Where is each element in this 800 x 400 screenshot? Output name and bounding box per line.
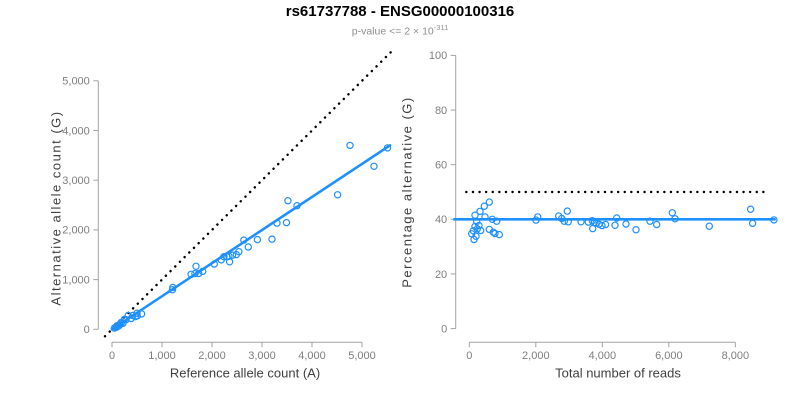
data-point (235, 247, 243, 256)
y-tick-label: 2,000 (62, 225, 90, 237)
data-point (646, 217, 654, 225)
x-tick-label: 1,000 (148, 350, 176, 362)
x-tick-label: 3,000 (248, 350, 276, 362)
x-tick-label: 0 (109, 350, 115, 362)
data-point (122, 316, 130, 324)
data-point (671, 215, 679, 223)
points-group (110, 141, 392, 332)
data-point (187, 270, 195, 278)
points-group (468, 198, 778, 244)
data-point (191, 269, 199, 278)
data-point (253, 235, 262, 244)
data-point (601, 220, 610, 229)
y-tick-label: 20 (435, 269, 447, 281)
y-tick-label: 0 (441, 323, 447, 335)
x-tick-label: 0 (466, 350, 472, 362)
data-point (476, 207, 484, 216)
pvalue-text: p-value <= 2 × 10 (351, 25, 434, 38)
left-y-axis-label: Alternative allele count (G) (48, 110, 64, 306)
y-tick-label: 0 (84, 324, 90, 336)
data-point (495, 230, 503, 239)
x-tick-label: 2,000 (198, 350, 226, 362)
data-point (133, 312, 141, 320)
data-point (489, 228, 497, 236)
y-tick-label: 60 (435, 159, 447, 171)
percentage-alternative-panel: 0 2,000 4,000 6,000 8,000 0 20 40 60 80 100 (429, 50, 778, 362)
data-point (622, 220, 630, 228)
data-point (488, 215, 496, 223)
data-point (485, 198, 493, 206)
data-point (668, 209, 677, 217)
data-point (244, 243, 252, 251)
figure-subtitle: p-value <= 2 × 10-311 (0, 23, 800, 38)
data-point (198, 267, 207, 276)
data-point (472, 232, 480, 240)
data-point (563, 207, 572, 215)
y-tick-label: 40 (435, 214, 447, 226)
data-point (473, 217, 481, 226)
right-y-axis-label: Percentage alternative (G) (399, 96, 415, 288)
data-point (481, 213, 489, 221)
data-point (477, 226, 485, 235)
y-tick-label: 80 (435, 105, 447, 117)
data-point (333, 191, 342, 199)
data-point (137, 310, 146, 318)
data-point (383, 144, 392, 152)
data-point (588, 216, 597, 225)
data-point (346, 141, 354, 150)
data-point (370, 162, 378, 170)
data-point (168, 286, 177, 294)
data-point (746, 205, 755, 213)
x-tick-label: 8,000 (722, 350, 750, 362)
data-point (220, 253, 228, 261)
x-tick-label: 4,000 (298, 350, 326, 362)
data-point (192, 262, 200, 270)
identity-reference-line (103, 49, 394, 338)
x-tick-label: 6,000 (655, 350, 683, 362)
x-tick-label: 4,000 (589, 350, 617, 362)
data-point (284, 196, 292, 205)
y-tick-label: 5,000 (62, 76, 90, 88)
data-point (770, 216, 778, 224)
data-point (228, 251, 237, 259)
data-point (564, 218, 573, 226)
data-point (240, 236, 248, 244)
data-point (705, 222, 714, 230)
data-point (194, 269, 203, 278)
left-x-axis-label: Reference allele count (A) (169, 365, 321, 381)
right-x-axis-label: Total number of reads (555, 365, 681, 381)
data-point (613, 214, 621, 222)
data-point (273, 219, 281, 227)
x-tick-label: 2,000 (522, 350, 550, 362)
data-point (577, 218, 585, 226)
y-tick-label: 4,000 (62, 125, 90, 137)
data-point (493, 217, 501, 225)
data-point (475, 221, 483, 230)
allele-counts-panel: 0 1,000 2,000 3,000 4,000 5,000 0 1,000 2,000 3,0… (62, 49, 394, 362)
data-point (491, 229, 499, 238)
y-tick-label: 1,000 (62, 274, 90, 286)
data-point (133, 309, 141, 317)
data-point (210, 260, 218, 268)
data-point (611, 221, 619, 229)
figure-title: rs61737788 - ENSG00000100316 (285, 3, 515, 20)
data-point (748, 219, 757, 228)
data-point (293, 201, 301, 210)
data-point (268, 235, 276, 243)
data-point (282, 218, 291, 227)
y-tick-label: 100 (429, 50, 447, 62)
data-point (225, 252, 233, 260)
data-point (532, 216, 540, 224)
data-point (632, 225, 640, 234)
data-point (480, 202, 488, 210)
data-point (598, 221, 606, 230)
data-point (560, 217, 569, 225)
fit-line (110, 144, 392, 331)
x-tick-label: 5,000 (348, 350, 376, 362)
y-tick-label: 3,000 (62, 175, 90, 187)
data-point (653, 220, 661, 229)
pvalue-exponent: -311 (433, 23, 449, 32)
